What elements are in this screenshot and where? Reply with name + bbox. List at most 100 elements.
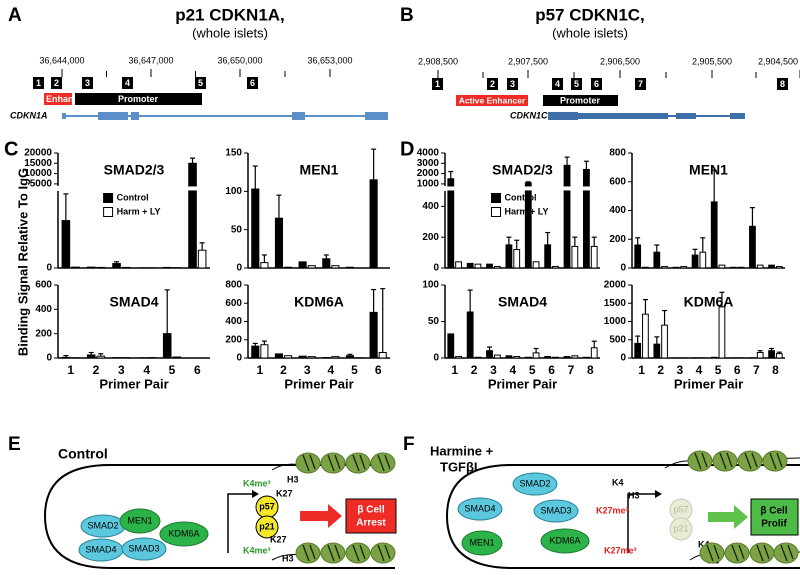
panel-subtitle: (whole islets) — [192, 25, 268, 40]
y-tick-label: 5000 — [30, 179, 53, 190]
primer-box — [33, 77, 44, 89]
legend-label: Harm + LY — [505, 206, 549, 216]
chart-title: KDM6A — [294, 294, 344, 310]
bar — [524, 356, 532, 359]
inhibitor-label: p21 — [259, 521, 275, 531]
exon — [365, 112, 388, 120]
y-tick-label: 50 — [428, 316, 440, 327]
promoter-label: Promoter — [560, 95, 601, 105]
y-tick-label: 800 — [609, 148, 626, 159]
bar — [775, 266, 783, 269]
x-tick-label: 2 — [93, 363, 100, 377]
panel-label: F — [403, 434, 415, 455]
x-tick-label: 5 — [351, 363, 358, 377]
primer-label: 3 — [510, 79, 515, 89]
promoter-region — [75, 93, 202, 105]
y-tick-label: 15000 — [24, 158, 52, 169]
bar — [718, 264, 726, 269]
bar — [455, 261, 462, 269]
bar — [505, 244, 513, 269]
panel-label: D — [400, 138, 414, 160]
gene-label: CDKN1C — [510, 110, 548, 120]
bar — [653, 343, 661, 359]
bar — [197, 249, 207, 269]
x-tick-label: 7 — [753, 363, 760, 377]
y-tick-label: 400 — [35, 304, 52, 315]
histone-label: H3 — [628, 490, 640, 500]
protein — [461, 530, 503, 556]
bar — [298, 261, 307, 269]
bar — [378, 352, 387, 359]
x-tick-label: 3 — [304, 363, 311, 377]
y-tick-label: 0 — [433, 353, 439, 364]
x-tick-label: 7 — [568, 363, 575, 377]
arrowhead — [655, 490, 662, 498]
protein-label: SMAD3 — [128, 543, 159, 553]
bar — [493, 354, 501, 359]
bar — [642, 266, 649, 269]
y-tick-label: 2000 — [604, 280, 627, 291]
outcome-arrow — [708, 505, 748, 529]
bar — [737, 266, 745, 269]
histone-mark: K27 — [270, 534, 287, 544]
primer-label: 8 — [780, 79, 785, 89]
y-axis-label: Binding Signal Relative To IgG — [15, 168, 30, 356]
bar — [756, 352, 764, 359]
x-tick-label: 1 — [67, 363, 74, 377]
enhancer-region — [456, 95, 528, 106]
dna-wrap — [352, 544, 366, 562]
panel-title: Control — [58, 446, 108, 462]
axis-break — [444, 186, 601, 191]
bar — [571, 245, 579, 269]
panel-title: p21 CDKN1A, — [175, 5, 285, 24]
protein — [512, 472, 558, 496]
bar — [590, 347, 598, 359]
bar — [749, 225, 756, 269]
dna-wrap — [756, 544, 770, 562]
bar — [634, 342, 642, 359]
bar — [583, 168, 590, 269]
legend-label: Harm + LY — [117, 206, 161, 216]
bar — [284, 355, 293, 359]
y-tick-label: 0 — [236, 263, 242, 274]
y-tick-label: 0 — [236, 353, 242, 364]
bar — [505, 355, 513, 359]
x-tick-label: 5 — [529, 363, 536, 377]
x-tick-label: 4 — [509, 363, 516, 377]
dna-wrap — [706, 544, 720, 562]
exon — [98, 112, 128, 120]
bar — [260, 262, 269, 269]
chart-title: KDM6A — [684, 294, 734, 310]
y-tick-label: 200 — [422, 232, 439, 243]
bar — [274, 353, 283, 359]
arrowhead — [252, 490, 259, 498]
bar — [775, 353, 783, 359]
panel-title: TGFβI — [440, 459, 478, 474]
histone-label: H3 — [287, 474, 299, 484]
bar — [544, 244, 552, 269]
legend-label: Control — [505, 192, 537, 202]
bar — [474, 356, 482, 359]
bar — [112, 263, 121, 269]
primer-box — [777, 78, 788, 90]
coordinate-label: 2,908,500 — [418, 56, 458, 66]
dna-wrap — [744, 452, 758, 470]
protein — [119, 508, 161, 534]
primer-label: 4 — [125, 78, 130, 88]
x-tick-label: 6 — [548, 363, 555, 377]
bar — [563, 356, 571, 359]
outcome-box — [750, 498, 799, 536]
protein-label: KDM6A — [168, 528, 199, 538]
primer-box — [507, 78, 518, 90]
histone-mark: K27me³ — [604, 545, 637, 555]
inhibitor-label: p21 — [673, 523, 688, 533]
protein-label: MEN1 — [469, 537, 494, 547]
panel-label: A — [8, 5, 22, 26]
outcome-label: β Cell — [760, 506, 787, 517]
x-tick-label: 6 — [734, 363, 741, 377]
protein — [159, 521, 209, 547]
outcome-arrow — [300, 504, 342, 528]
inhibitor — [669, 517, 693, 541]
y-tick-label: 400 — [225, 316, 242, 327]
legend-swatch — [103, 207, 114, 217]
